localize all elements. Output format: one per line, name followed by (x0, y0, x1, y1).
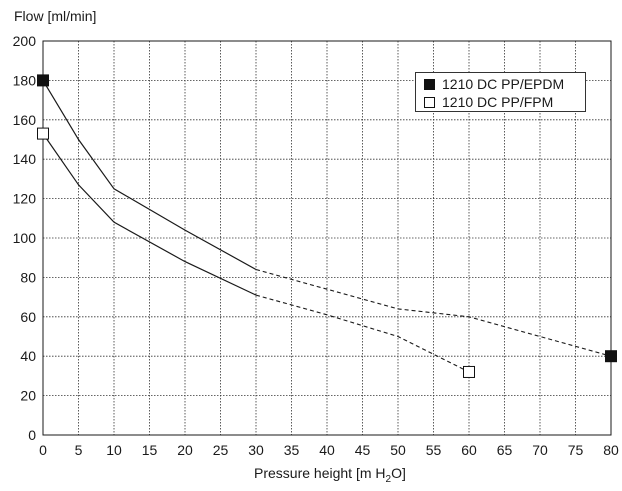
x-tick-label: 75 (568, 442, 584, 458)
y-tick-label: 180 (13, 72, 37, 88)
open-square-marker (463, 365, 475, 378)
x-tick-label: 45 (355, 442, 371, 458)
y-tick-label: 0 (28, 427, 36, 443)
x-axis-label-suffix: O] (391, 465, 406, 481)
series-1-solid-line (42, 80, 257, 271)
x-tick-label: 30 (248, 442, 264, 458)
legend-label-fpm: 1210 DC PP/FPM (442, 94, 554, 110)
y-tick-label: 60 (20, 309, 36, 325)
filled-square-marker (605, 350, 617, 363)
tick-labels: 0 5 10 15 20 25 30 35 40 45 50 55 60 65 70 75 80 0 20 40 60 8… (13, 33, 619, 458)
legend-open-square-icon (424, 96, 435, 108)
x-tick-label: 70 (532, 442, 548, 458)
x-axis-label: Pressure height [m H2O] (254, 465, 406, 485)
series-layer (42, 80, 612, 373)
x-axis-label-main: Pressure height [m H (254, 465, 386, 481)
y-tick-label: 120 (13, 191, 37, 207)
y-tick-label: 100 (13, 230, 37, 246)
x-tick-label: 50 (390, 442, 406, 458)
x-tick-label: 35 (284, 442, 300, 458)
x-axis-label-subscript: 2 (385, 473, 392, 485)
marker-layer (37, 74, 617, 378)
x-tick-label: 55 (426, 442, 442, 458)
legend-label-epdm: 1210 DC PP/EPDM (442, 76, 565, 92)
legend-item-epdm: 1210 DC PP/EPDM (424, 76, 564, 92)
y-tick-label: 20 (20, 388, 36, 404)
x-tick-label: 20 (177, 442, 193, 458)
series-2-dashed-line (255, 294, 470, 373)
series-1-dashed-line (255, 268, 612, 357)
y-tick-label: 140 (13, 151, 37, 167)
legend-item-fpm: 1210 DC PP/FPM (424, 94, 553, 110)
y-tick-label: 200 (13, 33, 37, 49)
x-tick-label: 65 (497, 442, 513, 458)
x-tick-label: 10 (106, 442, 122, 458)
series-2-solid-line (42, 133, 257, 296)
x-tick-label: 60 (461, 442, 477, 458)
x-tick-label: 5 (75, 442, 83, 458)
legend: 1210 DC PP/EPDM 1210 DC PP/FPM (415, 72, 586, 112)
y-tick-label: 160 (13, 112, 37, 128)
x-tick-label: 40 (319, 442, 335, 458)
y-tick-label: 40 (20, 348, 36, 364)
x-tick-label: 15 (142, 442, 158, 458)
y-axis-label: Flow [ml/min] (14, 8, 97, 24)
plot-frame (42, 40, 612, 436)
y-tick-label: 80 (20, 269, 36, 285)
x-tick-label: 0 (39, 442, 47, 458)
x-tick-label: 80 (603, 442, 619, 458)
filled-square-marker (37, 74, 49, 87)
legend-filled-square-icon (424, 78, 435, 90)
open-square-marker (37, 127, 49, 140)
x-tick-label: 25 (213, 442, 229, 458)
